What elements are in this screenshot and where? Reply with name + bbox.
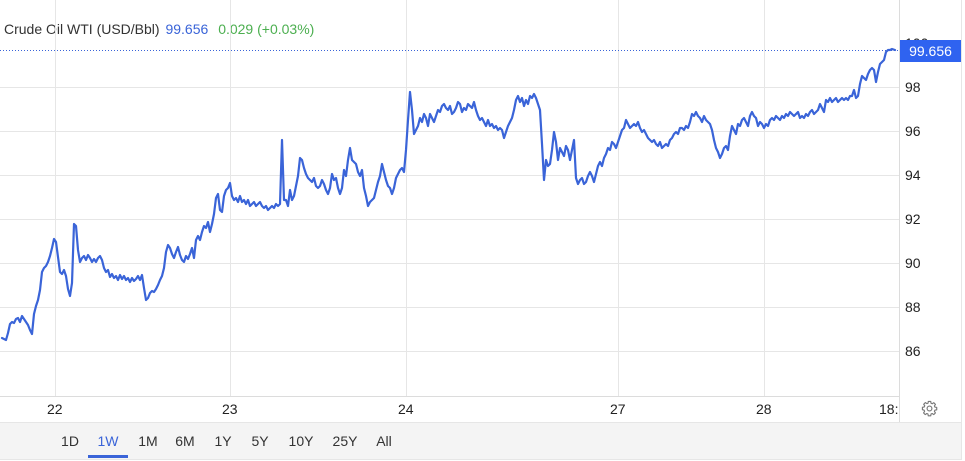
- y-label-92: 92: [905, 211, 921, 227]
- y-label-94: 94: [905, 167, 921, 183]
- range-5y[interactable]: 5Y: [251, 433, 269, 449]
- x-label-28: 28: [756, 401, 772, 417]
- chart-header: Crude Oil WTI (USD/Bbl) 99.656 0.029 (+0…: [4, 21, 314, 37]
- instrument-name: Crude Oil WTI (USD/Bbl): [4, 21, 160, 37]
- y-label-86: 86: [905, 343, 921, 359]
- current-price-tag: 99.656: [900, 40, 961, 62]
- range-25y[interactable]: 25Y: [332, 433, 358, 449]
- gridlines: [0, 0, 899, 396]
- range-selector: 1D 1W 1M 6M 1Y 5Y 10Y 25Y All: [0, 422, 962, 460]
- y-label-96: 96: [905, 123, 921, 139]
- price-line: [0, 47, 897, 342]
- x-label-27: 27: [610, 401, 626, 417]
- range-1m[interactable]: 1M: [138, 433, 158, 449]
- x-label-24: 24: [398, 401, 414, 417]
- range-6m[interactable]: 6M: [175, 433, 195, 449]
- range-10y[interactable]: 10Y: [288, 433, 314, 449]
- range-all[interactable]: All: [376, 433, 392, 449]
- x-label-22: 22: [47, 401, 63, 417]
- y-label-100: 100: [905, 35, 928, 42]
- range-1d[interactable]: 1D: [61, 433, 79, 449]
- y-label-90: 90: [905, 255, 921, 271]
- x-label-time: 18:: [879, 401, 899, 417]
- range-1y[interactable]: 1Y: [214, 433, 232, 449]
- price-change: 0.029 (+0.03%): [218, 21, 315, 37]
- x-label-23: 23: [222, 401, 238, 417]
- price-chart[interactable]: [0, 0, 965, 422]
- current-price: 99.656: [165, 21, 209, 37]
- settings-gear-icon[interactable]: [921, 400, 938, 417]
- y-label-88: 88: [905, 299, 921, 315]
- y-label-98: 98: [905, 79, 921, 95]
- range-1w[interactable]: 1W: [88, 423, 128, 459]
